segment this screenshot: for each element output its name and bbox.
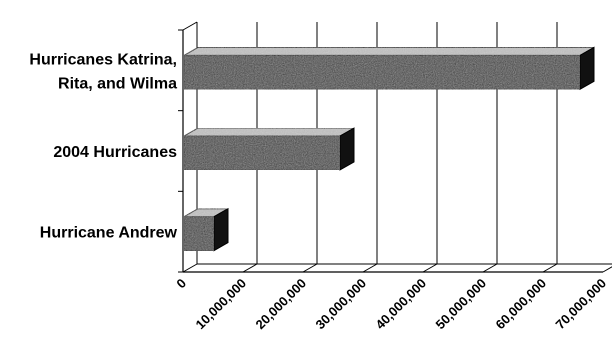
x-tick-labels: 0 10,000,000 20,000,000 30,000,000 40,000,00…	[173, 276, 609, 333]
x-tick-label: 20,000,000	[252, 276, 309, 333]
bar	[182, 207, 230, 252]
category-label-line: 2004 Hurricanes	[53, 144, 177, 161]
floor-tick	[302, 263, 318, 273]
category-label-line: Hurricane Andrew	[40, 225, 178, 242]
floor-tick	[482, 263, 498, 273]
bar-front	[183, 135, 341, 171]
bar-top	[182, 127, 356, 137]
x-tick-label: 70,000,000	[552, 276, 609, 333]
category-labels: Hurricanes Katrina, Rita, and Wilma 2004 H…	[29, 51, 177, 241]
floor-tick	[542, 263, 558, 273]
floor-tick	[362, 263, 378, 273]
floor-tick	[422, 263, 438, 273]
x-tick-label: 60,000,000	[492, 276, 549, 333]
category-label-line: Hurricanes Katrina,	[29, 51, 177, 68]
floor-tick	[602, 266, 612, 273]
floor-tick	[182, 263, 198, 273]
category-label-line: Rita, and Wilma	[58, 75, 177, 92]
x-tick-label: 40,000,000	[372, 276, 429, 333]
floor-tick	[242, 263, 258, 273]
bar-side	[213, 207, 229, 252]
bar-top	[182, 46, 596, 56]
category-label: Hurricane Andrew	[40, 225, 178, 242]
x-tick-label: 0	[173, 276, 189, 292]
bars	[182, 46, 596, 252]
x-tick-label: 30,000,000	[312, 276, 369, 333]
bar-side	[339, 127, 355, 171]
bar-front	[183, 216, 215, 252]
wall-top-edge	[182, 21, 198, 31]
category-label: 2004 Hurricanes	[53, 144, 177, 161]
bar-side	[579, 46, 595, 91]
x-tick-label: 50,000,000	[432, 276, 489, 333]
bar	[182, 127, 356, 171]
category-label: Hurricanes Katrina, Rita, and Wilma	[29, 51, 177, 92]
x-tick-label: 10,000,000	[192, 276, 249, 333]
bar-front	[183, 54, 581, 90]
bar	[182, 46, 596, 91]
